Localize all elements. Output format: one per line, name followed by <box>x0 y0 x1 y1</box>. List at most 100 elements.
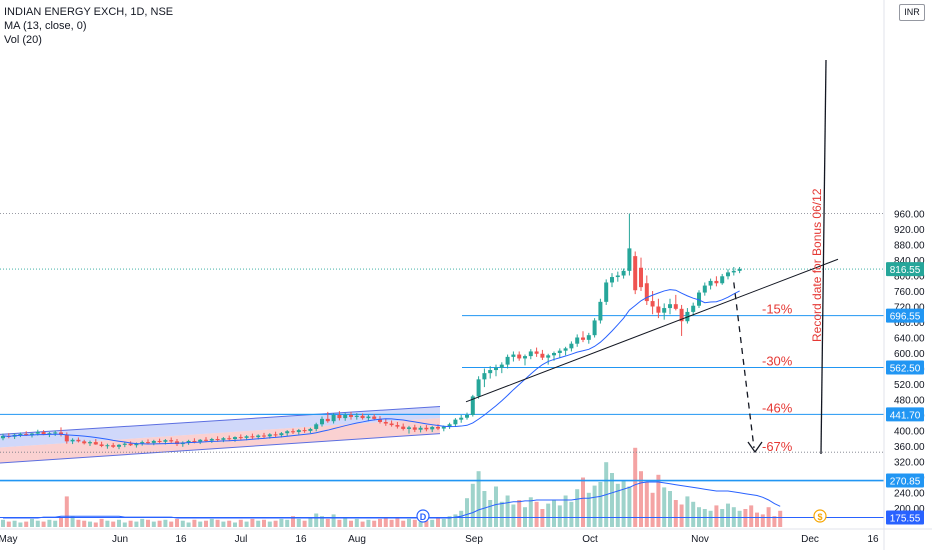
volume-bar <box>157 520 162 527</box>
candle-body <box>233 437 237 440</box>
volume-bar <box>569 501 574 527</box>
volume-bar <box>105 520 110 527</box>
candle-body <box>668 304 672 309</box>
volume-bar <box>349 520 353 527</box>
y-tick-label: 360.00 <box>894 442 925 453</box>
candle-body <box>453 419 458 425</box>
candle-body <box>401 426 406 429</box>
volume-bar <box>644 482 649 527</box>
volume-bar <box>476 471 481 527</box>
currency-badge[interactable]: INR <box>899 4 925 21</box>
candle-body <box>610 277 614 283</box>
candle-body <box>372 416 377 419</box>
volume-bar <box>99 518 104 527</box>
channel-bottom-line <box>0 433 441 464</box>
candle-body <box>633 256 638 291</box>
candle-body <box>563 348 568 351</box>
price-badge-label: 270.85 <box>890 477 921 488</box>
candle-body <box>383 421 388 424</box>
candle-body <box>691 305 696 312</box>
projection-arrow-head <box>747 441 763 454</box>
candle-body <box>325 418 330 422</box>
volume-bar <box>499 501 504 527</box>
candle-body <box>720 276 725 284</box>
candle-body <box>186 440 191 443</box>
volume-bar <box>76 519 81 527</box>
volume-bar <box>743 509 748 527</box>
candle-body <box>93 442 98 445</box>
candle-body <box>592 320 597 336</box>
volume-bar <box>175 518 179 527</box>
volume-bar <box>662 487 667 527</box>
volume-bar <box>337 519 342 527</box>
candle-body <box>111 445 116 447</box>
candle-body <box>366 416 371 419</box>
volume-bar <box>308 518 313 527</box>
candle-body <box>447 424 452 427</box>
bonus-vertical-line <box>820 59 827 455</box>
volume-bar <box>465 498 469 527</box>
chart-legend: INDIAN ENERGY EXCH, 1D, NSE MA (13, clos… <box>4 5 173 47</box>
volume-bar <box>702 509 707 527</box>
y-tick-label: 720.00 <box>894 303 925 314</box>
candle-body <box>41 432 46 435</box>
volume-bar <box>470 483 475 527</box>
y-tick-label: 600.00 <box>894 349 925 360</box>
x-tick-label: Sep <box>465 534 483 545</box>
candle-body <box>244 436 249 438</box>
legend-symbol[interactable]: INDIAN ENERGY EXCH, 1D, NSE <box>4 6 174 18</box>
candle-body <box>517 354 522 359</box>
volume-bar <box>714 505 719 527</box>
volume-bar <box>296 518 301 527</box>
volume-bar <box>82 520 87 527</box>
legend-ma[interactable]: MA (13, close, 0) <box>4 20 87 32</box>
volume-bar <box>209 518 214 527</box>
volume-bar <box>778 510 783 527</box>
volume-bar <box>708 510 713 527</box>
candle-body <box>395 425 400 427</box>
candle-body <box>488 370 493 374</box>
volume-bar <box>314 513 319 527</box>
y-tick-label: 920.00 <box>894 225 925 236</box>
volume-bar <box>621 480 626 527</box>
candle-body <box>540 353 545 358</box>
candle-body <box>412 427 417 430</box>
candle-body <box>407 427 411 429</box>
candle-body <box>644 283 649 302</box>
volume-bar <box>418 521 423 527</box>
price-badge <box>886 473 924 488</box>
candle-body <box>656 306 661 313</box>
volume-bar <box>302 520 307 527</box>
candle-body <box>581 337 585 340</box>
volume-bar <box>673 500 678 527</box>
candle-body <box>279 433 284 436</box>
candle-body <box>470 396 475 415</box>
candle-body <box>296 430 301 433</box>
legend-vol[interactable]: Vol (20) <box>4 34 42 46</box>
candle-body <box>140 442 145 444</box>
x-tick-label: May <box>0 534 17 545</box>
volume-bar <box>598 482 603 527</box>
volume-bar <box>24 521 29 527</box>
volume-bar <box>215 519 220 527</box>
candle-body <box>70 439 75 442</box>
drop-annotation: -15% <box>762 302 793 317</box>
candle-body <box>250 436 255 438</box>
volume-bar <box>586 492 591 527</box>
candle-body <box>731 270 736 273</box>
volume-bar <box>198 521 203 527</box>
volume-bar <box>378 518 382 527</box>
volume-bar <box>656 474 661 527</box>
volume-bar <box>122 522 127 527</box>
candle-body <box>621 270 626 276</box>
volume-bar <box>412 519 417 527</box>
volume-bar <box>679 504 684 527</box>
price-badges: 816.55 696.55 562.50 441.70 270.85 175.55 <box>886 262 924 525</box>
candle-body <box>331 415 336 422</box>
volume-bar <box>407 518 411 527</box>
volume-bar <box>47 519 52 527</box>
volume-bar <box>511 504 516 527</box>
candle-body <box>157 440 162 442</box>
price-badge-label: 816.55 <box>890 265 921 276</box>
